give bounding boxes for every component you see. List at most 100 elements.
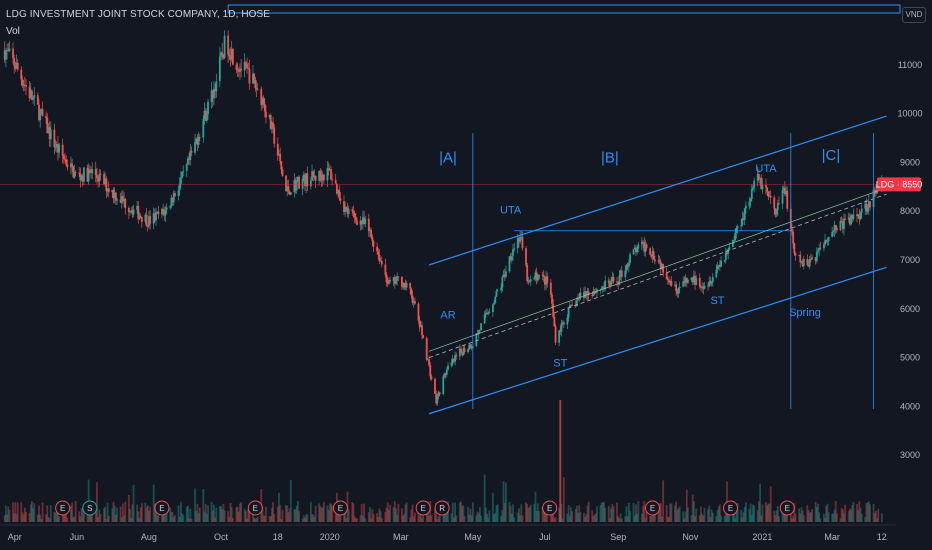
volume-bar	[377, 517, 380, 522]
candle-body	[91, 169, 94, 173]
candle-body	[533, 277, 536, 280]
volume-bar	[460, 501, 462, 522]
candle-body	[13, 57, 16, 66]
candle-body	[794, 253, 797, 256]
volume-bar	[802, 515, 805, 522]
volume-bar	[326, 505, 329, 522]
candle-body	[136, 206, 139, 210]
volume-bar	[80, 508, 83, 522]
candle-body	[321, 174, 324, 181]
candle-body	[417, 303, 420, 321]
candle-body	[198, 137, 201, 138]
event-marker-label: E	[253, 504, 258, 513]
candle-body	[123, 198, 126, 202]
candle-body	[57, 144, 59, 153]
candle-body	[235, 64, 238, 70]
volume-bar	[826, 503, 829, 522]
candle-body	[666, 279, 669, 281]
candle-body	[72, 166, 75, 178]
candle-body	[328, 169, 331, 170]
candle-body	[669, 281, 672, 283]
event-marker-circle	[542, 500, 558, 516]
candle-body	[642, 241, 644, 243]
volume-bar	[475, 515, 478, 522]
volume-bar	[123, 515, 126, 522]
candle-body	[710, 282, 713, 284]
volume-bar	[294, 509, 297, 522]
volume-bar	[513, 517, 516, 522]
volume-bar	[78, 511, 81, 522]
volume-bar	[585, 514, 588, 522]
annotation-label: |A|	[439, 149, 457, 166]
event-marker-circle	[247, 500, 263, 516]
candle-body	[769, 195, 772, 198]
volume-bar	[776, 506, 779, 522]
volume-bar	[723, 515, 726, 522]
candlesticks	[3, 30, 883, 406]
candle-body	[80, 175, 83, 181]
volume-bar	[809, 512, 812, 522]
candle-body	[651, 251, 654, 257]
volume-bar	[66, 517, 69, 522]
candle-body	[165, 207, 168, 210]
candle-body	[616, 281, 618, 283]
candle-body	[395, 280, 397, 285]
volume-bar	[13, 513, 16, 522]
candle-body	[635, 247, 637, 253]
volume-bar	[592, 515, 595, 522]
candle-body	[516, 238, 519, 249]
candle-body	[346, 208, 349, 215]
volume-bar	[38, 505, 40, 522]
candle-body	[460, 348, 462, 353]
candle-body	[554, 326, 557, 343]
candle-body	[262, 97, 265, 104]
candle-body	[748, 201, 751, 206]
volume-bar	[169, 507, 172, 522]
candle-body	[392, 277, 395, 282]
volume-bar	[320, 507, 323, 522]
channel-mid-line	[428, 193, 887, 359]
candle-body	[600, 288, 603, 290]
candle-body	[659, 262, 662, 269]
volume-bar	[579, 512, 582, 522]
candle-body	[658, 260, 661, 263]
candle-body	[542, 275, 545, 277]
x-tick-label: 12	[877, 532, 887, 542]
candle-body	[202, 119, 205, 138]
candle-body	[513, 248, 516, 250]
candle-body	[98, 173, 101, 182]
volume-bar	[261, 506, 264, 522]
candle-body	[690, 277, 693, 281]
volume-bar	[453, 517, 455, 522]
volume-bar	[153, 503, 156, 522]
candle-body	[207, 101, 209, 115]
volume-bar	[694, 516, 696, 522]
volume-bar	[386, 502, 389, 522]
candle-body	[353, 213, 356, 217]
candle-body	[791, 228, 793, 232]
candle-body	[692, 275, 695, 283]
volume-bar	[230, 506, 233, 522]
volume-bar	[237, 511, 240, 522]
currency-button[interactable]: VND	[902, 7, 926, 23]
y-tick-label: 8000	[900, 206, 920, 216]
volume-bar	[731, 511, 734, 522]
volume-bar	[571, 511, 574, 522]
candle-body	[619, 270, 622, 276]
candle-body	[806, 259, 809, 265]
candle-body	[304, 174, 306, 187]
volume-bar	[469, 508, 472, 522]
volume-bar	[372, 514, 375, 522]
volume-bar	[6, 514, 8, 522]
candle-body	[195, 138, 198, 142]
channel-mid-line-2	[428, 187, 887, 352]
candle-body	[236, 69, 239, 71]
candle-body	[843, 218, 845, 229]
event-marker-circle	[779, 500, 795, 516]
volume-bar	[860, 513, 863, 522]
volume-bar	[132, 484, 135, 522]
candle-body	[461, 352, 464, 356]
volume-bar	[727, 508, 730, 522]
candle-body	[345, 206, 348, 209]
